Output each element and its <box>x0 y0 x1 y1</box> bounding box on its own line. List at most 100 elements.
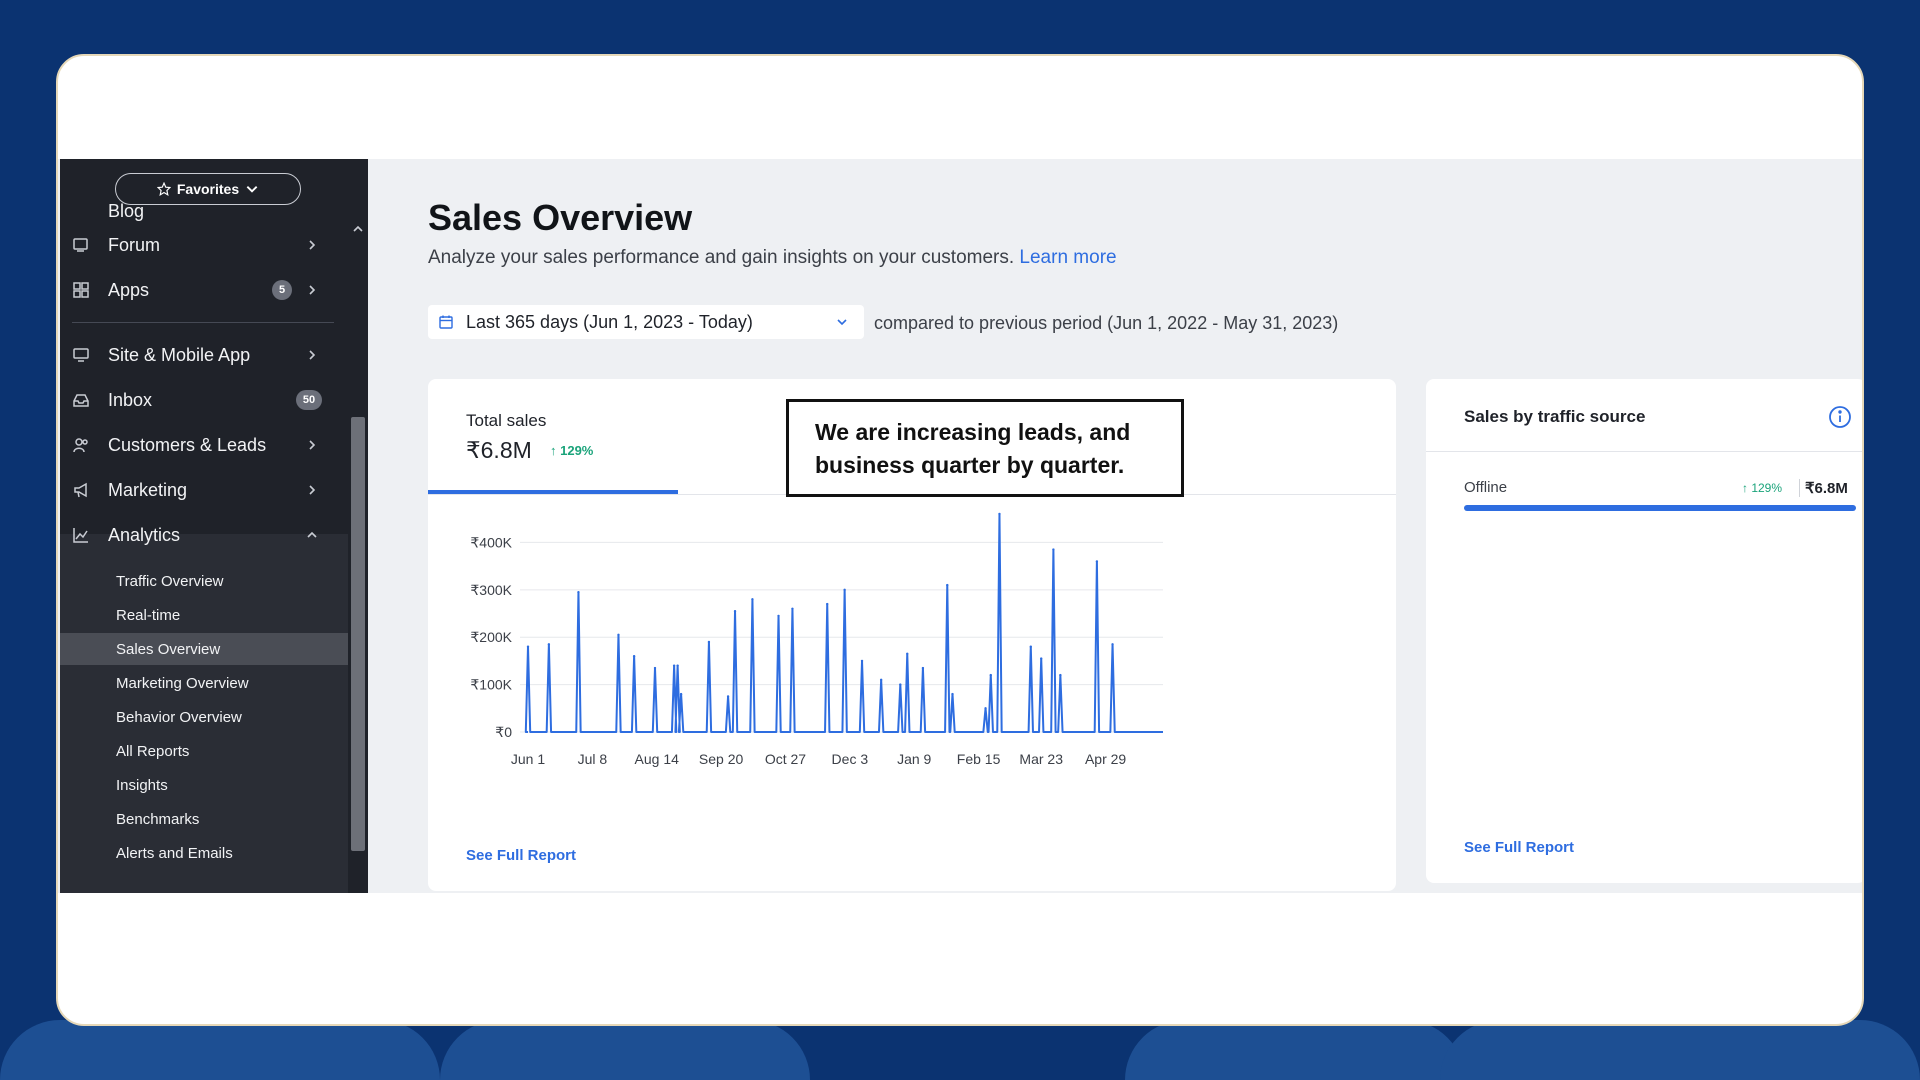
data-point <box>843 588 846 592</box>
sidebar-sub-sales-overview[interactable]: Sales Overview <box>60 633 348 665</box>
traffic-source-bar <box>1464 505 1856 511</box>
sidebar-sub-traffic-overview[interactable]: Traffic Overview <box>60 565 348 597</box>
data-point <box>1040 657 1043 660</box>
sidebar-item-apps[interactable]: Apps 5 <box>60 268 348 312</box>
favorites-label: Favorites <box>176 181 240 197</box>
apps-icon <box>73 282 89 298</box>
data-point <box>777 614 780 618</box>
chevron-right-icon <box>309 485 316 495</box>
sidebar-item-label: Inbox <box>108 389 153 410</box>
favorites-button[interactable]: Favorites <box>115 173 301 205</box>
dashboard-screenshot: Favorites Blog Forum Apps 5 Site & Mob <box>58 159 1862 893</box>
sidebar-sub-marketing-overview[interactable]: Marketing Overview <box>60 667 348 699</box>
data-point <box>617 633 620 637</box>
sidebar-sub-all-reports[interactable]: All Reports <box>60 735 348 767</box>
data-point <box>951 692 954 696</box>
data-point <box>879 678 883 682</box>
sidebar-sub-benchmarks[interactable]: Benchmarks <box>60 803 348 835</box>
data-point <box>1059 673 1062 677</box>
sidebar-item-customers-leads[interactable]: Customers & Leads <box>60 423 348 467</box>
sidebar-item-site-mobile-app[interactable]: Site & Mobile App <box>60 333 348 377</box>
data-point <box>526 645 530 648</box>
y-tick-label: ₹100K <box>470 677 512 693</box>
annotation-box: We are increasing leads, and business qu… <box>786 399 1184 497</box>
forum-icon <box>73 238 88 252</box>
annotation-line-1: We are increasing leads, and <box>815 419 1131 445</box>
traffic-source-value: ₹6.8M <box>1805 480 1848 497</box>
data-point <box>906 652 909 656</box>
traffic-source-change: ↑ 129% <box>1742 481 1783 495</box>
traffic-source-panel: Sales by traffic source Offline ↑ 129% ₹… <box>1426 379 1862 883</box>
data-point <box>998 512 1001 516</box>
sidebar-sub-label: Benchmarks <box>116 810 200 828</box>
data-point <box>676 664 679 667</box>
data-point <box>679 692 683 696</box>
x-tick-label: Aug 14 <box>635 751 680 767</box>
background-shape <box>0 1020 440 1080</box>
chevron-right-icon <box>309 285 316 295</box>
background-shape <box>1125 1020 1465 1080</box>
x-tick-label: Jan 9 <box>897 751 931 767</box>
sidebar-sub-insights[interactable]: Insights <box>60 769 348 801</box>
data-point <box>899 683 902 686</box>
chevron-right-icon <box>309 350 316 360</box>
date-range-dropdown[interactable]: Last 365 days (Jun 1, 2023 - Today) <box>428 305 864 339</box>
x-tick-label: Dec 3 <box>832 751 869 767</box>
data-point <box>707 640 711 644</box>
background-shape <box>440 1020 810 1080</box>
see-full-report-link[interactable]: See Full Report <box>1464 839 1575 856</box>
data-point <box>672 664 676 667</box>
sidebar-item-forum[interactable]: Forum <box>60 223 348 267</box>
total-sales-change: ↑ 129% <box>550 443 594 458</box>
analytics-section <box>60 534 348 893</box>
info-icon[interactable] <box>1828 405 1852 429</box>
date-range-label: Last 365 days (Jun 1, 2023 - Today) <box>466 311 753 332</box>
sidebar-item-label: Customers & Leads <box>108 434 267 455</box>
calendar-icon <box>439 315 453 329</box>
sales-series-line <box>524 513 1163 733</box>
sidebar-item-marketing[interactable]: Marketing <box>60 468 348 512</box>
y-tick-label: ₹200K <box>470 629 512 645</box>
page-subtitle: Analyze your sales performance and gain … <box>428 247 1117 269</box>
traffic-source-title: Sales by traffic source <box>1464 407 1646 426</box>
star-icon <box>156 182 171 196</box>
data-point <box>860 659 864 663</box>
comparison-period: compared to previous period (Jun 1, 2022… <box>874 313 1339 333</box>
inbox-count-badge: 50 <box>296 390 322 410</box>
x-tick-label: Jun 1 <box>511 751 545 767</box>
learn-more-link[interactable]: Learn more <box>1019 247 1117 268</box>
page-title: Sales Overview <box>428 197 693 238</box>
data-point <box>577 590 580 594</box>
sidebar-scroll-thumb[interactable] <box>351 417 365 851</box>
data-point <box>1052 548 1055 551</box>
value-divider <box>1799 479 1800 497</box>
sidebar-item-label: Marketing <box>108 479 188 500</box>
data-point <box>921 666 925 670</box>
data-point <box>653 666 657 670</box>
sidebar-sub-label: All Reports <box>116 742 190 760</box>
data-point <box>632 654 636 658</box>
annotation-line-2: business quarter by quarter. <box>815 452 1125 478</box>
sales-line-chart: ₹0 ₹100K ₹200K ₹300K ₹400K Jun 1 Jul 8 Aug 14 Se… <box>470 512 1163 767</box>
sidebar-sub-behavior-overview[interactable]: Behavior Overview <box>60 701 348 733</box>
panel-divider <box>1426 451 1862 452</box>
data-point <box>946 583 949 587</box>
customers-icon <box>73 438 88 453</box>
sidebar-sub-alerts-emails[interactable]: Alerts and Emails <box>60 837 348 869</box>
sidebar-item-label: Site & Mobile App <box>108 344 251 365</box>
total-sales-tab-indicator[interactable] <box>428 490 678 494</box>
see-full-report-link[interactable]: See Full Report <box>466 847 577 864</box>
y-tick-label: ₹0 <box>495 724 512 740</box>
data-point <box>826 602 829 606</box>
sidebar-sub-real-time[interactable]: Real-time <box>60 599 348 631</box>
sidebar-sub-label: Sales Overview <box>116 640 221 658</box>
sidebar-item-inbox[interactable]: Inbox 50 <box>60 378 348 422</box>
sidebar-sub-label: Behavior Overview <box>116 708 242 726</box>
sidebar-item-label: Apps <box>108 279 150 300</box>
data-point <box>791 607 794 610</box>
megaphone-icon <box>74 482 87 498</box>
sidebar-item-analytics[interactable]: Analytics <box>60 513 348 557</box>
x-tick-label: Feb 15 <box>957 751 1001 767</box>
scroll-up-icon[interactable] <box>352 223 364 235</box>
sidebar-item-blog[interactable]: Blog <box>60 193 348 221</box>
